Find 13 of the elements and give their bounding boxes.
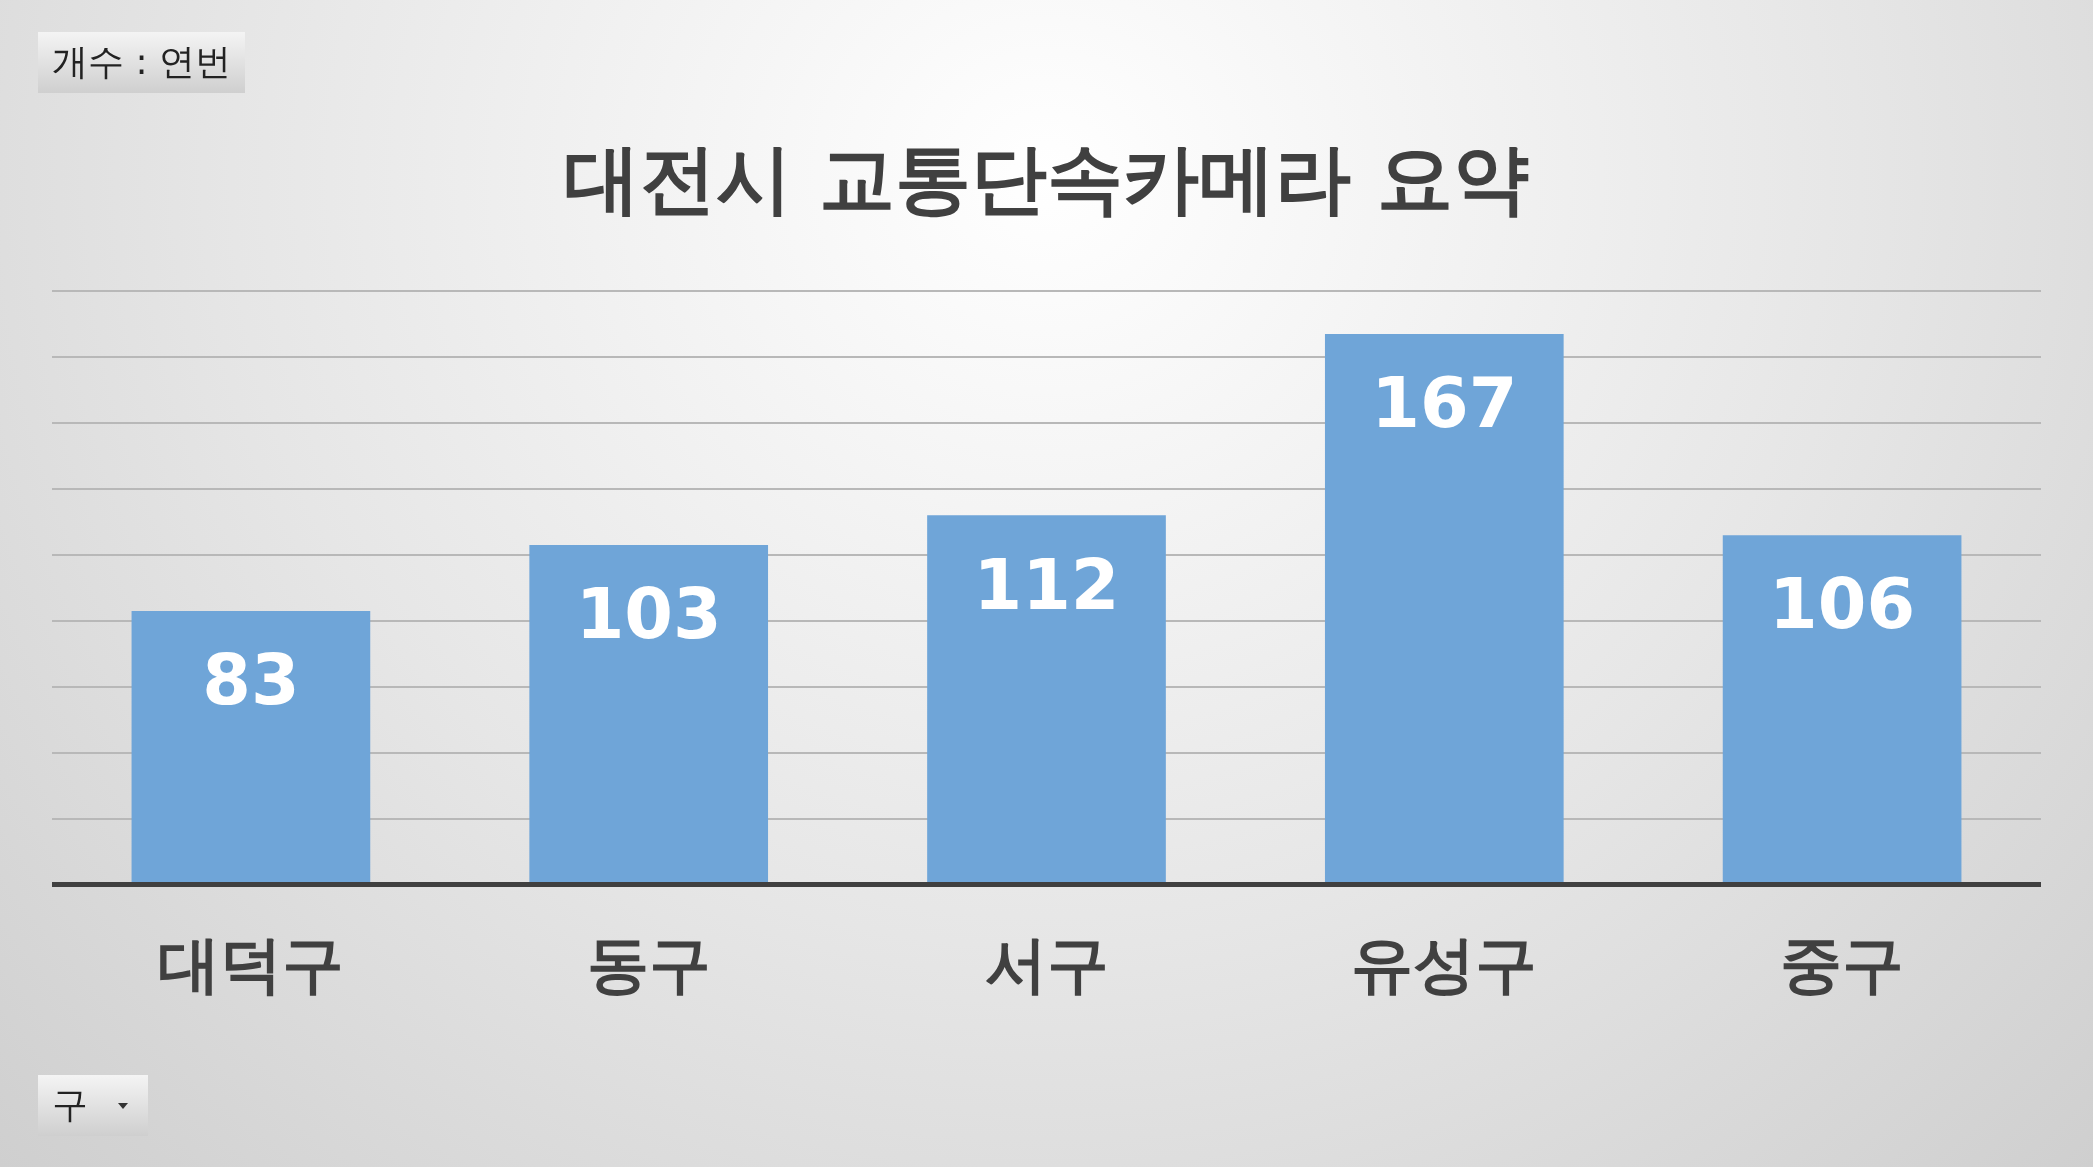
x-tick-label: 유성구 — [1351, 927, 1538, 1001]
data-label: 167 — [1371, 362, 1518, 445]
data-label: 83 — [202, 639, 300, 722]
text: 구 — [38, 1075, 148, 1136]
x-tick-label: 동구 — [586, 927, 711, 1001]
x-tick-label: 중구 — [1780, 927, 1905, 1001]
chart-title: 대전시 교통단속카메라 요약 — [564, 134, 1529, 224]
data-label: 112 — [973, 543, 1120, 626]
data-label: 106 — [1769, 563, 1916, 646]
x-tick-label: 대덕구 — [157, 927, 344, 1001]
x-tick-label: 서구 — [984, 927, 1109, 1001]
text: 개수 : 연번 — [38, 32, 246, 93]
data-label: 103 — [575, 573, 722, 656]
